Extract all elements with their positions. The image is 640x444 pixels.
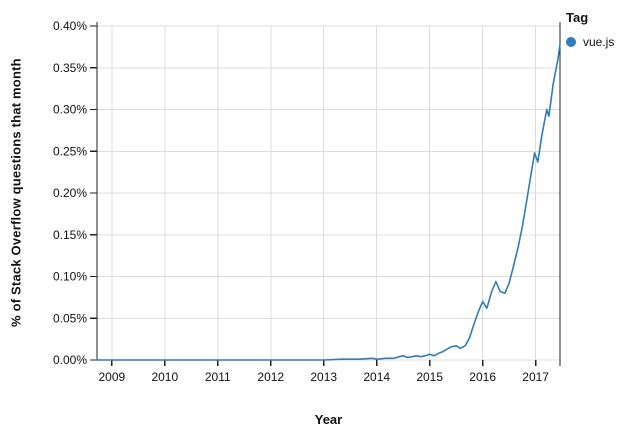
x-tick-label: 2015 [416,370,443,384]
y-tick-label: 0.10% [53,270,87,284]
y-tick-label: 0.40% [53,19,87,33]
y-tick-label: 0.30% [53,103,87,117]
legend-title: Tag [566,10,589,25]
x-axis-title: Year [314,412,343,427]
y-tick-label: 0.05% [53,311,87,325]
y-tick-label: 0.00% [53,353,87,367]
series-line-vue.js [96,43,561,361]
series-dot-icon [566,37,576,47]
y-tick-label: 0.25% [53,144,87,158]
x-tick-label: 2014 [363,370,390,384]
legend-item-label: vue.js [583,35,615,49]
legend: Tag vue.js [566,10,614,49]
y-tick-label: 0.20% [53,186,87,200]
x-tick-label: 2017 [522,370,549,384]
y-tick-label: 0.15% [53,228,87,242]
x-tick-label: 2010 [151,370,178,384]
x-tick-label: 2012 [257,370,284,384]
x-tick-label: 2011 [205,370,231,384]
x-tick-label: 2013 [310,370,337,384]
x-tick-label: 2016 [469,370,496,384]
x-tick-label: 2009 [98,370,125,384]
legend-item-vuejs: vue.js [566,35,614,49]
y-tick-label: 0.35% [53,61,87,75]
